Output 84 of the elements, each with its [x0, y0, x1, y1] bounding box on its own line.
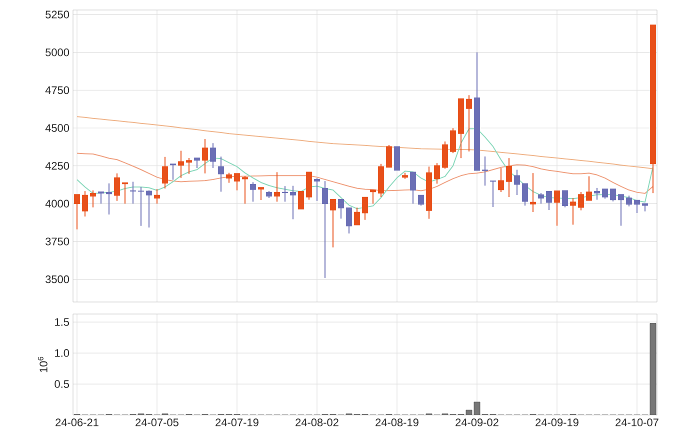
x-tick-label: 24-06-21	[56, 418, 98, 426]
y-tick-label: 0.5	[54, 380, 70, 388]
candlestick	[226, 172, 232, 184]
candlestick	[322, 180, 328, 278]
candlestick	[354, 207, 360, 226]
y-tick-label: 4250	[45, 162, 70, 170]
candlestick	[282, 186, 288, 202]
y-tick-label: 4750	[45, 86, 70, 94]
candlestick	[210, 142, 216, 168]
candlestick	[530, 172, 536, 212]
candlestick	[482, 156, 488, 186]
x-tick-label: 24-08-02	[296, 418, 338, 426]
candlestick	[554, 190, 560, 226]
candlestick	[466, 94, 472, 152]
candlestick	[610, 188, 616, 202]
candlestick	[570, 198, 576, 226]
candlestick	[138, 186, 144, 226]
y-tick-label: 3750	[46, 238, 70, 246]
candlestick	[586, 176, 592, 201]
candlestick	[562, 190, 568, 208]
candlestick	[114, 172, 120, 202]
candlestick	[538, 192, 544, 204]
candlestick	[490, 180, 496, 208]
y-tick-label: 1.5	[55, 318, 70, 326]
candlestick	[434, 162, 440, 184]
candlestick	[274, 172, 280, 202]
candlestick	[338, 198, 344, 220]
y-axis-title: 10$^{6}$	[38, 356, 48, 372]
x-tick-label: 24-09-19	[536, 418, 578, 426]
candlestick	[410, 172, 416, 204]
candlestick	[498, 168, 504, 193]
candlestick	[202, 138, 208, 174]
candlestick	[370, 190, 376, 204]
candlestick	[218, 156, 224, 192]
candlestick	[362, 196, 368, 220]
candlestick	[330, 198, 336, 248]
candlestick	[386, 144, 392, 168]
candlestick	[394, 146, 400, 171]
y-tick-label: 1.0	[55, 349, 70, 357]
candlestick	[234, 173, 240, 191]
y-tick-label: 4000	[45, 200, 70, 208]
candlestick	[346, 207, 352, 234]
candlestick	[442, 140, 448, 170]
candlestick	[242, 176, 248, 204]
x-tick-label: 24-07-19	[216, 418, 258, 426]
candlestick	[602, 188, 608, 200]
candlestick	[290, 185, 296, 220]
candlestick	[418, 194, 424, 206]
candlestick	[90, 190, 96, 208]
candlestick	[194, 157, 200, 168]
candlestick	[130, 181, 136, 204]
candlestick	[162, 156, 168, 190]
x-tick-label: 24-08-19	[376, 418, 418, 426]
candlestick	[98, 191, 104, 204]
candlestick	[634, 200, 640, 214]
candlestick	[106, 182, 112, 216]
candlestick	[594, 187, 600, 200]
candlestick	[618, 194, 624, 226]
candlestick	[178, 150, 184, 178]
candlestick	[82, 190, 88, 218]
candlestick	[506, 158, 512, 198]
candlestick	[74, 194, 80, 230]
candlestick	[122, 182, 128, 204]
candlestick	[250, 182, 256, 202]
candlestick	[258, 186, 264, 201]
candlestick	[186, 157, 192, 174]
y-tick-label: 4500	[45, 124, 70, 132]
candlestick	[522, 183, 528, 206]
candlestick	[546, 190, 552, 211]
y-tick-label: 5250	[46, 10, 70, 18]
x-tick-label: 24-10-07	[616, 418, 658, 426]
x-tick-label: 24-07-05	[136, 418, 178, 426]
candlestick	[514, 169, 520, 196]
candlestick	[450, 128, 456, 154]
candlestick	[298, 191, 304, 210]
y-tick-label: 5000	[46, 48, 70, 56]
candlestick	[314, 178, 320, 202]
y-tick-label: 3500	[46, 275, 70, 284]
candlestick	[170, 164, 176, 180]
candlestick	[626, 195, 632, 207]
candlestick	[154, 188, 160, 204]
x-tick-label: 24-09-02	[456, 418, 498, 426]
candlestick	[578, 192, 584, 211]
candlestick	[146, 190, 152, 228]
